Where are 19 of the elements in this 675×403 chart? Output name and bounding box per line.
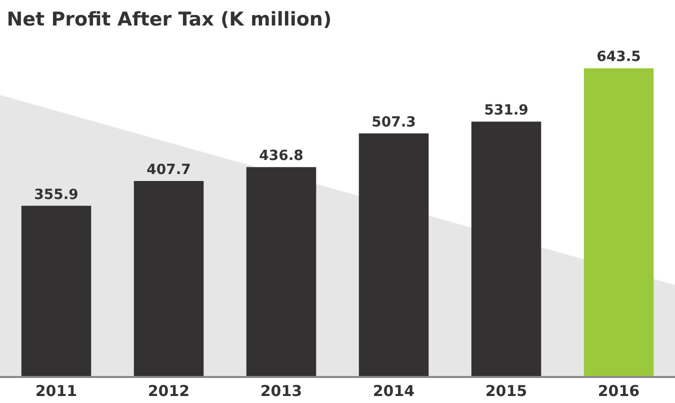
data-label: 643.5 <box>596 49 641 66</box>
bar <box>358 133 429 376</box>
x-tick-label: 2013 <box>260 382 302 400</box>
x-tick-label: 2014 <box>372 382 415 400</box>
data-label: 531.9 <box>484 102 528 119</box>
bar <box>21 206 92 376</box>
bar <box>134 180 204 376</box>
x-tick-label: 2012 <box>148 382 190 400</box>
data-label: 507.3 <box>372 114 416 130</box>
data-label: 355.9 <box>34 186 78 203</box>
x-tick-label: 2016 <box>598 382 640 400</box>
bar <box>471 122 542 376</box>
bar <box>584 68 654 376</box>
bar <box>246 167 316 376</box>
chart-title: Net Profit After Tax (K million) <box>6 8 332 30</box>
data-label: 436.8 <box>259 148 304 164</box>
x-tick-label: 2011 <box>35 382 78 400</box>
x-tick-label: 2015 <box>485 382 528 400</box>
data-label: 407.7 <box>146 162 191 178</box>
